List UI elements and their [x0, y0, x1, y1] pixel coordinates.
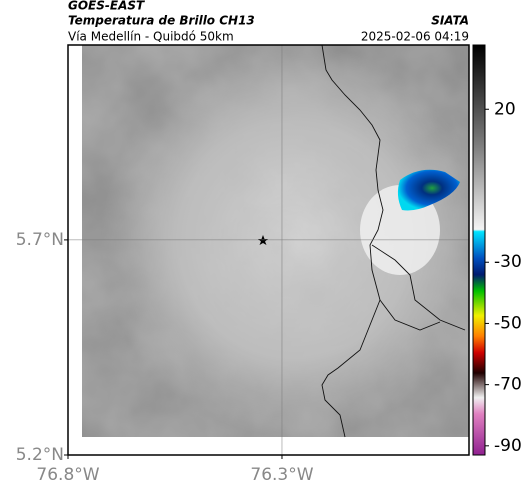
region: Vía Medellín - Quibdó 50km [68, 30, 234, 44]
colorbar-tick-label: -70 [494, 375, 522, 395]
map-frame [67, 44, 470, 456]
x-tick-label: 76.3°W [250, 465, 313, 485]
colorbar-tick-label: -90 [494, 436, 522, 456]
source: SIATA [431, 14, 469, 28]
x-tick-label: 76.8°W [36, 465, 99, 485]
y-tick-label: 5.7°N [16, 230, 64, 250]
border [321, 44, 384, 438]
colorbar [472, 44, 486, 456]
timestamp: 2025-02-06 04:19 [361, 30, 469, 44]
colorbar-tick-label: -30 [494, 252, 522, 272]
border [379, 299, 441, 331]
colorbar-tick-label: 20 [494, 99, 516, 119]
y-tick-label: 5.2°N [16, 445, 64, 465]
satellite-image [82, 45, 469, 437]
title: GOES-EAST [68, 0, 145, 13]
subtitle: Temperatura de Brillo CH13 [68, 14, 255, 28]
border [371, 244, 466, 331]
colorbar-tick-label: -50 [494, 313, 522, 333]
storm-cell [397, 169, 460, 211]
